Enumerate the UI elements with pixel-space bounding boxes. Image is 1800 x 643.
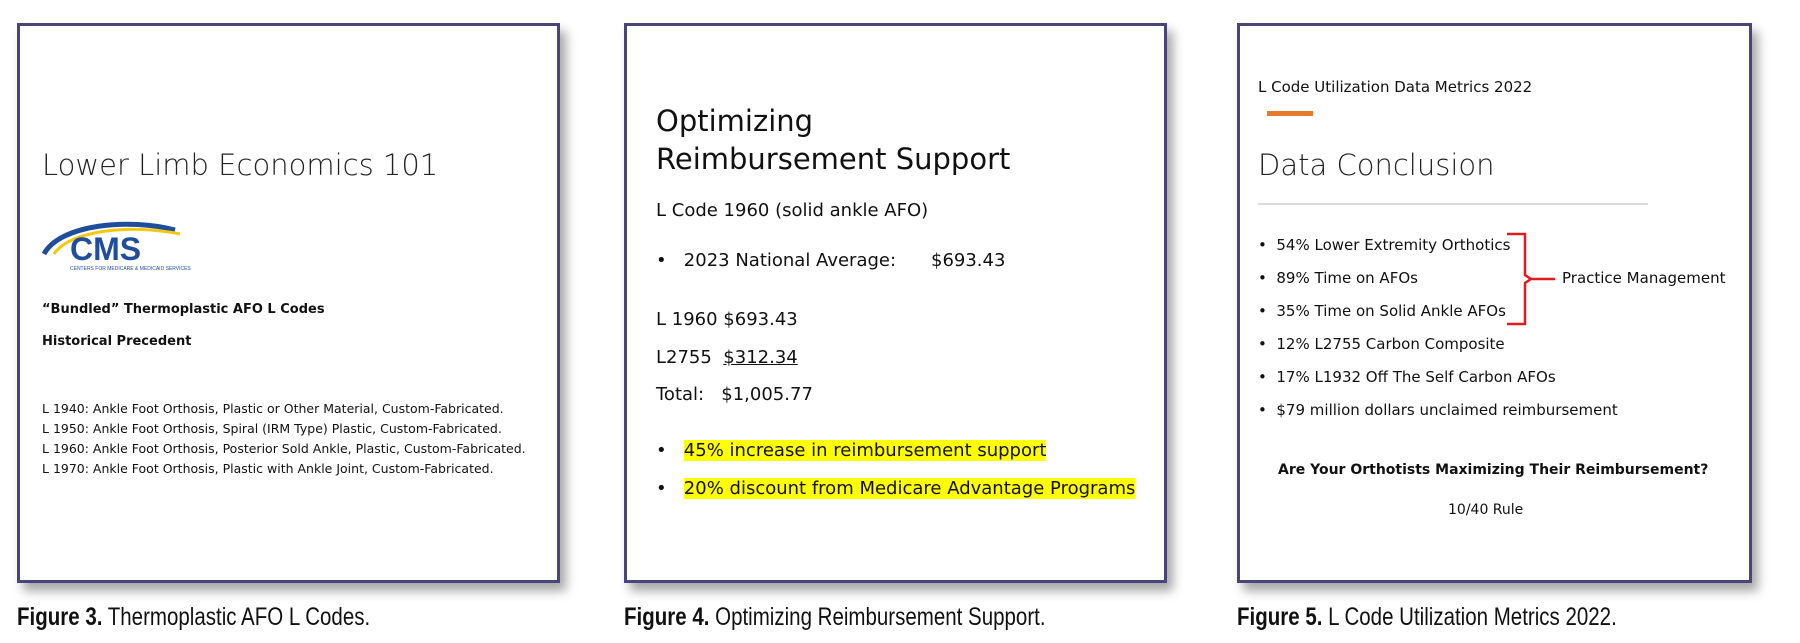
slide-title-line1: Optimizing [656, 104, 814, 138]
kicker: L Code Utilization Data Metrics 2022 [1258, 78, 1533, 96]
caption-label: Figure 4. [624, 603, 710, 631]
value: $693.43 [723, 309, 798, 330]
cms-logo: CMS CENTERS FOR MEDICARE & MEDICAID SERV… [40, 216, 200, 276]
bullet-text: 35% Time on Solid Ankle AFOs [1276, 302, 1506, 320]
code-line: L 1970: Ankle Foot Orthosis, Plastic wit… [42, 461, 494, 476]
figure-4-slide: Optimizing Reimbursement Support L Code … [624, 23, 1167, 583]
brace-label: Practice Management [1562, 269, 1726, 287]
slide-title: Data Conclusion [1258, 148, 1495, 182]
question: Are Your Orthotists Maximizing Their Rei… [1278, 462, 1709, 478]
figure-3-caption: Figure 3. Thermoplastic AFO L Codes. [17, 603, 370, 632]
bullet-item: • 35% Time on Solid Ankle AFOs [1258, 302, 1506, 320]
slide-title: Lower Limb Economics 101 [42, 148, 439, 182]
bullet-text: 12% L2755 Carbon Composite [1276, 335, 1505, 353]
figure-4-caption: Figure 4. Optimizing Reimbursement Suppo… [624, 603, 1046, 632]
bullet-item: • 12% L2755 Carbon Composite [1258, 335, 1505, 353]
figure-3-slide: Lower Limb Economics 101 CMS CENTERS FOR… [17, 23, 560, 583]
svg-text:CENTERS FOR MEDICARE & MEDICAI: CENTERS FOR MEDICARE & MEDICAID SERVICES [70, 266, 191, 272]
accent-bar [1267, 111, 1313, 116]
code-line: L 1960: Ankle Foot Orthosis, Posterior S… [42, 441, 526, 456]
highlight-bullet: • 20% discount from Medicare Advantage P… [656, 478, 1136, 499]
curly-brace-icon [1507, 232, 1555, 326]
divider [1258, 203, 1648, 205]
bullet-text: $79 million dollars unclaimed reimbursem… [1276, 401, 1618, 419]
bullet-text: 89% Time on AFOs [1276, 269, 1418, 287]
bullet-item: • 89% Time on AFOs [1258, 269, 1418, 287]
code: L2755 [656, 347, 712, 368]
avg-label: 2023 National Average: [683, 250, 897, 271]
l2755-line: L2755 $312.34 [656, 347, 798, 368]
value: $1,005.77 [721, 384, 813, 405]
bullet-item: • 17% L1932 Off The Self Carbon AFOs [1258, 368, 1556, 386]
code-line: L 1950: Ankle Foot Orthosis, Spiral (IRM… [42, 421, 502, 436]
label: Total: [656, 384, 705, 405]
heading-historical: Historical Precedent [42, 334, 192, 349]
l1960-line: L 1960 $693.43 [656, 309, 798, 330]
svg-text:CMS: CMS [70, 231, 141, 267]
highlight-text: 45% increase in reimbursement support [683, 440, 1047, 461]
total-line: Total: $1,005.77 [656, 384, 813, 405]
value: $312.34 [723, 347, 798, 368]
bullet-item: • $79 million dollars unclaimed reimburs… [1258, 401, 1618, 419]
caption-text: Thermoplastic AFO L Codes. [102, 603, 371, 631]
caption-label: Figure 5. [1237, 603, 1323, 631]
figure-5-slide: L Code Utilization Data Metrics 2022 Dat… [1237, 23, 1752, 583]
bullet-text: 54% Lower Extremity Orthotics [1276, 236, 1511, 254]
highlight-bullet: • 45% increase in reimbursement support [656, 440, 1047, 461]
caption-label: Figure 3. [17, 603, 103, 631]
caption-text: Optimizing Reimbursement Support. [709, 603, 1046, 631]
rule-label: 10/40 Rule [1448, 502, 1524, 518]
highlight-text: 20% discount from Medicare Advantage Pro… [683, 478, 1136, 499]
figure-5-caption: Figure 5. L Code Utilization Metrics 202… [1237, 603, 1617, 632]
subtitle: L Code 1960 (solid ankle AFO) [656, 200, 929, 221]
bullet-text: 17% L1932 Off The Self Carbon AFOs [1276, 368, 1556, 386]
code: L 1960 [656, 309, 718, 330]
national-average: • 2023 National Average: $693.43 [656, 250, 1006, 271]
slide-title-line2: Reimbursement Support [656, 142, 1011, 176]
heading-bundled: “Bundled” Thermoplastic AFO L Codes [42, 302, 325, 317]
caption-text: L Code Utilization Metrics 2022. [1322, 603, 1617, 631]
code-line: L 1940: Ankle Foot Orthosis, Plastic or … [42, 401, 504, 416]
avg-value: $693.43 [931, 250, 1006, 271]
bullet-item: • 54% Lower Extremity Orthotics [1258, 236, 1511, 254]
